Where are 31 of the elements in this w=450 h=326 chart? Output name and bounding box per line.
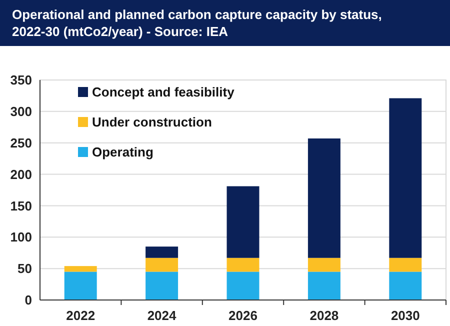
x-tick-label: 2030 bbox=[390, 308, 420, 323]
bar bbox=[146, 258, 178, 272]
chart-title: Operational and planned carbon capture capacity by status, 2022-30 (mtCo2/year) - Source: IEA bbox=[12, 7, 382, 39]
bar bbox=[308, 258, 340, 272]
bar bbox=[389, 258, 422, 272]
y-tick-label: 300 bbox=[10, 104, 32, 119]
bar bbox=[226, 272, 260, 300]
bar bbox=[146, 272, 178, 300]
y-tick-label: 150 bbox=[10, 198, 32, 214]
y-tick-label: 0 bbox=[24, 292, 32, 308]
y-tick-label: 50 bbox=[18, 261, 32, 276]
bar bbox=[64, 272, 97, 300]
x-tick-label: 2028 bbox=[310, 308, 339, 323]
legend-label: Operating bbox=[92, 144, 154, 160]
legend-label: Under construction bbox=[92, 114, 212, 130]
x-tick-label: 2026 bbox=[228, 308, 258, 323]
x-tick-label: 2024 bbox=[147, 308, 178, 323]
x-tick-label: 2022 bbox=[66, 308, 96, 323]
bar bbox=[308, 138, 340, 258]
bar bbox=[389, 272, 422, 300]
bar bbox=[389, 98, 422, 258]
bar bbox=[226, 186, 260, 258]
legend-label: Concept and feasibility bbox=[92, 84, 236, 100]
y-tick-label: 100 bbox=[10, 230, 32, 245]
y-tick-label: 250 bbox=[10, 135, 32, 150]
y-tick-label: 200 bbox=[10, 166, 32, 182]
y-tick-label: 350 bbox=[10, 72, 32, 88]
bar bbox=[64, 266, 97, 272]
bar bbox=[146, 246, 178, 258]
bar bbox=[308, 272, 340, 300]
bar bbox=[226, 258, 260, 272]
